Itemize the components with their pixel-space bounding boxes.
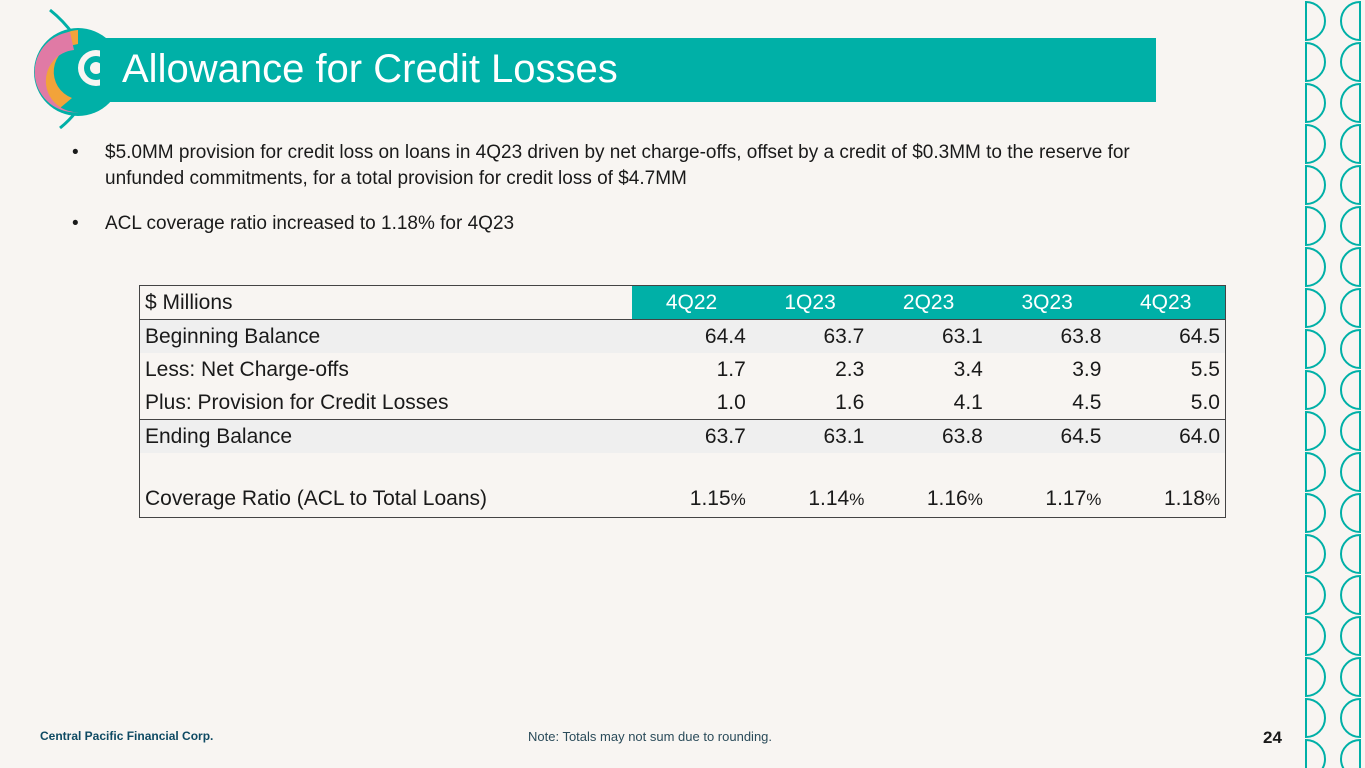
column-header: 4Q22 (632, 285, 751, 320)
pattern-tile (1305, 656, 1361, 698)
cell-value: 64.0 (1106, 419, 1227, 453)
row-label: Plus: Provision for Credit Losses (139, 386, 633, 420)
pattern-tile (1305, 0, 1361, 42)
cell-value: 5.5 (1106, 353, 1227, 386)
pattern-tile (1305, 123, 1361, 165)
cell-value: 63.8 (987, 319, 1107, 353)
cell-value: 1.7 (632, 353, 751, 386)
cell-value: 1.6 (750, 386, 870, 420)
cell-value: 63.8 (869, 419, 988, 453)
coverage-row: Coverage Ratio (ACL to Total Loans) 1.15… (139, 481, 1227, 518)
cell-value: 4.5 (987, 386, 1107, 420)
title-bar: Allowance for Credit Losses (100, 38, 1156, 102)
unit-label: $ Millions (139, 285, 633, 320)
cell-value: 63.1 (869, 319, 988, 353)
pattern-tile (1305, 328, 1361, 370)
table-row: Beginning Balance 64.4 63.7 63.1 63.8 64… (139, 319, 1227, 353)
pattern-tile (1305, 205, 1361, 247)
acl-rollforward-table: $ Millions 4Q22 1Q23 2Q23 3Q23 4Q23 Begi… (139, 285, 1227, 518)
pattern-tile (1305, 574, 1361, 616)
pattern-tile (1305, 738, 1361, 768)
column-header: 4Q23 (1106, 285, 1227, 320)
row-label: Ending Balance (139, 419, 633, 453)
page-number: 24 (1263, 728, 1282, 747)
table-row: Less: Net Charge-offs 1.7 2.3 3.4 3.9 5.… (139, 353, 1227, 386)
page-title: Allowance for Credit Losses (122, 47, 618, 91)
pattern-tile (1305, 615, 1361, 657)
cell-value: 4.1 (869, 386, 988, 420)
half-circle-pattern-icon (1305, 0, 1361, 768)
bullet-item: • $5.0MM provision for credit loss on lo… (72, 140, 1212, 192)
pattern-tile (1305, 369, 1361, 411)
column-header: 1Q23 (750, 285, 870, 320)
bullet-text: $5.0MM provision for credit loss on loan… (105, 142, 1130, 189)
bullet-glyph: • (72, 213, 79, 234)
company-name: Central Pacific Financial Corp. (40, 729, 214, 743)
row-label: Less: Net Charge-offs (139, 353, 633, 386)
pattern-tile (1305, 533, 1361, 575)
bullet-glyph: • (72, 142, 79, 163)
bullet-item: • ACL coverage ratio increased to 1.18% … (72, 211, 1212, 237)
row-label: Beginning Balance (139, 319, 633, 353)
cell-value: 1.17% (987, 481, 1107, 518)
bullet-list: • $5.0MM provision for credit loss on lo… (72, 140, 1212, 256)
row-label: Coverage Ratio (ACL to Total Loans) (139, 481, 633, 518)
spacer-row (139, 453, 1227, 481)
cell-value: 1.16% (869, 481, 988, 518)
cell-value: 64.5 (1106, 319, 1227, 353)
pattern-tile (1305, 82, 1361, 124)
column-header: 3Q23 (987, 285, 1107, 320)
cell-value: 1.15% (632, 481, 751, 518)
cell-value: 63.7 (750, 319, 870, 353)
table-row: Ending Balance 63.7 63.1 63.8 64.5 64.0 (139, 419, 1227, 453)
cell-value: 63.1 (750, 419, 870, 453)
pattern-tile (1305, 287, 1361, 329)
pattern-tile (1305, 697, 1361, 739)
pattern-tile (1305, 451, 1361, 493)
pattern-tile (1305, 41, 1361, 83)
cell-value: 63.7 (632, 419, 751, 453)
cell-value: 64.4 (632, 319, 751, 353)
table-header-row: $ Millions 4Q22 1Q23 2Q23 3Q23 4Q23 (139, 285, 1227, 320)
cell-value: 64.5 (987, 419, 1107, 453)
cell-value: 3.4 (869, 353, 988, 386)
cell-value: 1.0 (632, 386, 751, 420)
table-row: Plus: Provision for Credit Losses 1.0 1.… (139, 386, 1227, 420)
footnote: Note: Totals may not sum due to rounding… (528, 729, 773, 744)
cell-value: 2.3 (750, 353, 870, 386)
column-header: 2Q23 (869, 285, 988, 320)
pattern-tile (1305, 164, 1361, 206)
cell-value: 1.14% (750, 481, 870, 518)
bullet-text: ACL coverage ratio increased to 1.18% fo… (105, 213, 515, 234)
pattern-tile (1305, 492, 1361, 534)
pattern-tile (1305, 410, 1361, 452)
cell-value: 5.0 (1106, 386, 1227, 420)
cell-value: 1.18% (1106, 481, 1227, 518)
cell-value: 3.9 (987, 353, 1107, 386)
pattern-tile (1305, 246, 1361, 288)
